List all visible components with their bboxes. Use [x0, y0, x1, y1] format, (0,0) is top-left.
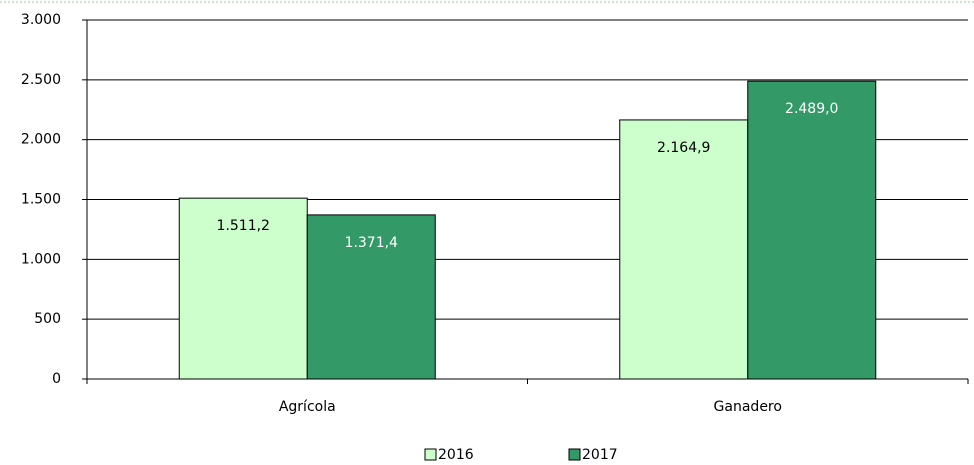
- bar: [747, 80, 877, 380]
- y-tick-label: 2.500: [21, 72, 61, 88]
- y-tick-label: 3.000: [21, 12, 61, 28]
- y-tick-label: 0: [52, 371, 61, 387]
- data-label: 1.371,4: [345, 235, 399, 251]
- data-label: 2.489,0: [785, 101, 838, 117]
- y-tick-label: 1.500: [21, 192, 61, 208]
- y-tick-label: 1.000: [21, 251, 61, 267]
- x-tick-label: Ganadero: [714, 399, 782, 415]
- y-tick-label: 500: [34, 311, 61, 327]
- legend-label: 2017: [582, 447, 618, 463]
- legend-swatch: [424, 448, 437, 461]
- legend-label: 2016: [438, 447, 474, 463]
- bar: [619, 119, 749, 380]
- data-label: 1.511,2: [217, 218, 270, 234]
- x-tick-label: Agrícola: [279, 399, 336, 415]
- data-label: 2.164,9: [657, 140, 710, 156]
- y-tick-label: 2.000: [21, 132, 61, 148]
- legend-swatch: [568, 448, 581, 461]
- bar: [306, 214, 436, 380]
- bar: [178, 197, 308, 380]
